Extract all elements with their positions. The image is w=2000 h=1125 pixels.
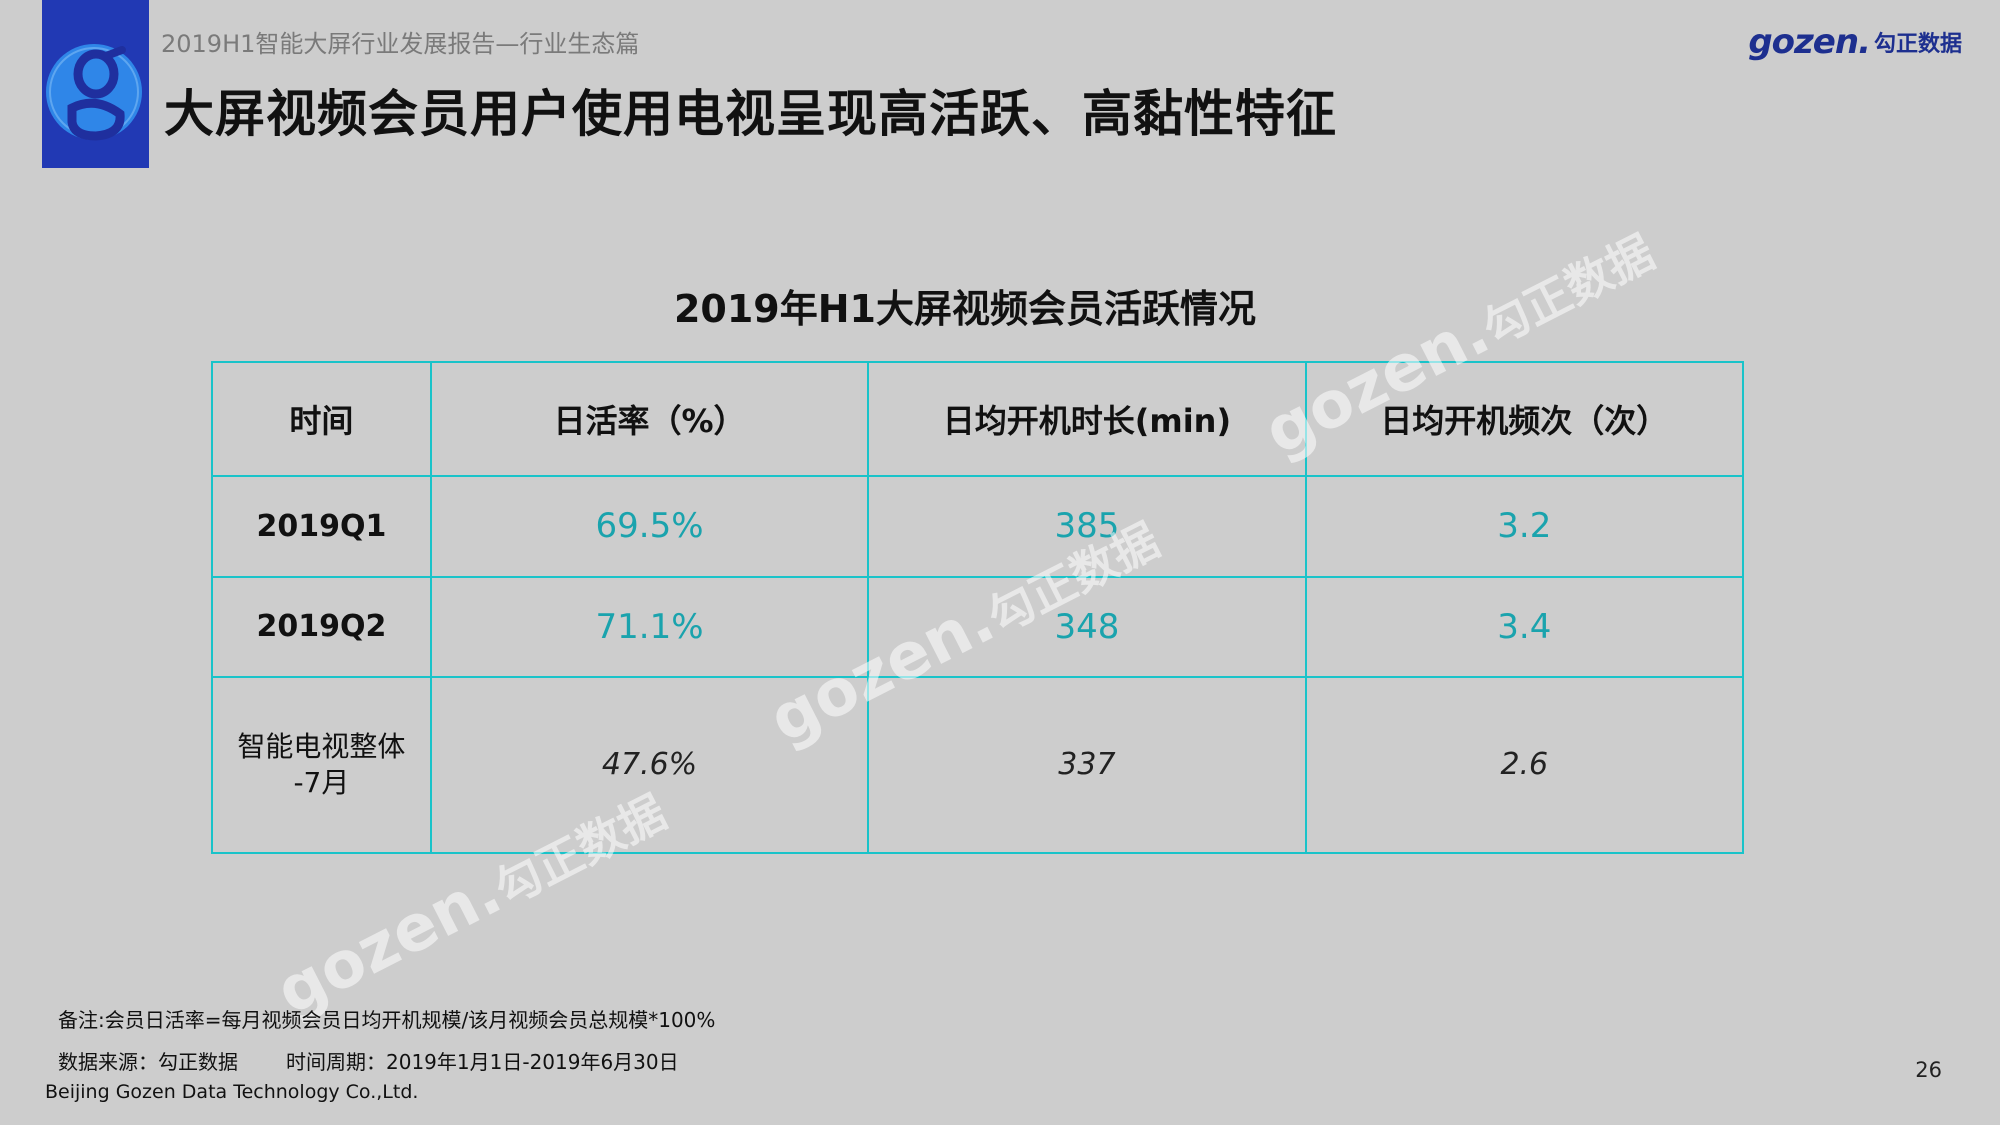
table-row: 智能电视整体 -7月 47.6% 337 2.6	[211, 675, 1745, 855]
row-duration: 348	[867, 575, 1307, 678]
header-time: 时间	[211, 360, 432, 478]
logo-block	[42, 0, 149, 168]
row-dau: 69.5%	[429, 475, 870, 578]
row-dau: 71.1%	[429, 575, 870, 678]
row-period: 2019Q2	[211, 575, 432, 678]
row-duration: 385	[867, 475, 1307, 578]
page-number: 26	[1915, 1058, 1942, 1082]
header-duration: 日均开机时长(min)	[867, 360, 1307, 478]
gozen-g-logo-icon	[46, 44, 142, 141]
time-period: 时间周期：2019年1月1日-2019年6月30日	[286, 1050, 679, 1074]
row-frequency: 3.2	[1304, 475, 1745, 578]
watermark-cn: 勾正数据	[1474, 224, 1663, 357]
footnote: 备注:会员日活率=每月视频会员日均开机规模/该月视频会员总规模*100%	[58, 1008, 716, 1032]
header-dau: 日活率（%）	[429, 360, 870, 478]
row-duration: 337	[867, 675, 1307, 855]
brand-logo: gozen. 勾正数据	[1748, 22, 1962, 62]
activity-table: 时间 日活率（%） 日均开机时长(min) 日均开机频次（次） 2019Q1 6…	[211, 360, 1745, 855]
row-period: 智能电视整体 -7月	[211, 675, 432, 855]
table-title: 2019年H1大屏视频会员活跃情况	[673, 287, 1256, 331]
row-frequency: 2.6	[1304, 675, 1745, 855]
header-frequency: 日均开机频次（次）	[1304, 360, 1745, 478]
row-frequency: 3.4	[1304, 575, 1745, 678]
row-dau: 47.6%	[429, 675, 870, 855]
row-period-line2: -7月	[293, 765, 350, 799]
page-title: 大屏视频会员用户使用电视呈现高活跃、高黏性特征	[164, 85, 1337, 143]
row-period: 2019Q1	[211, 475, 432, 578]
table-row: 2019Q2 71.1% 348 3.4	[211, 575, 1745, 678]
brand-cn: 勾正数据	[1873, 32, 1962, 57]
table-header-row: 时间 日活率（%） 日均开机时长(min) 日均开机频次（次）	[211, 360, 1745, 478]
report-subtitle: 2019H1智能大屏行业发展报告—行业生态篇	[161, 30, 640, 58]
row-period-line1: 智能电视整体	[237, 729, 406, 763]
data-source: 数据来源：勾正数据	[58, 1050, 238, 1074]
company-name: Beijing Gozen Data Technology Co.,Ltd.	[45, 1081, 419, 1103]
table-row: 2019Q1 69.5% 385 3.2	[211, 475, 1745, 578]
brand-word: gozen.	[1748, 22, 1871, 62]
source-line: 数据来源：勾正数据 时间周期：2019年1月1日-2019年6月30日	[58, 1046, 679, 1075]
